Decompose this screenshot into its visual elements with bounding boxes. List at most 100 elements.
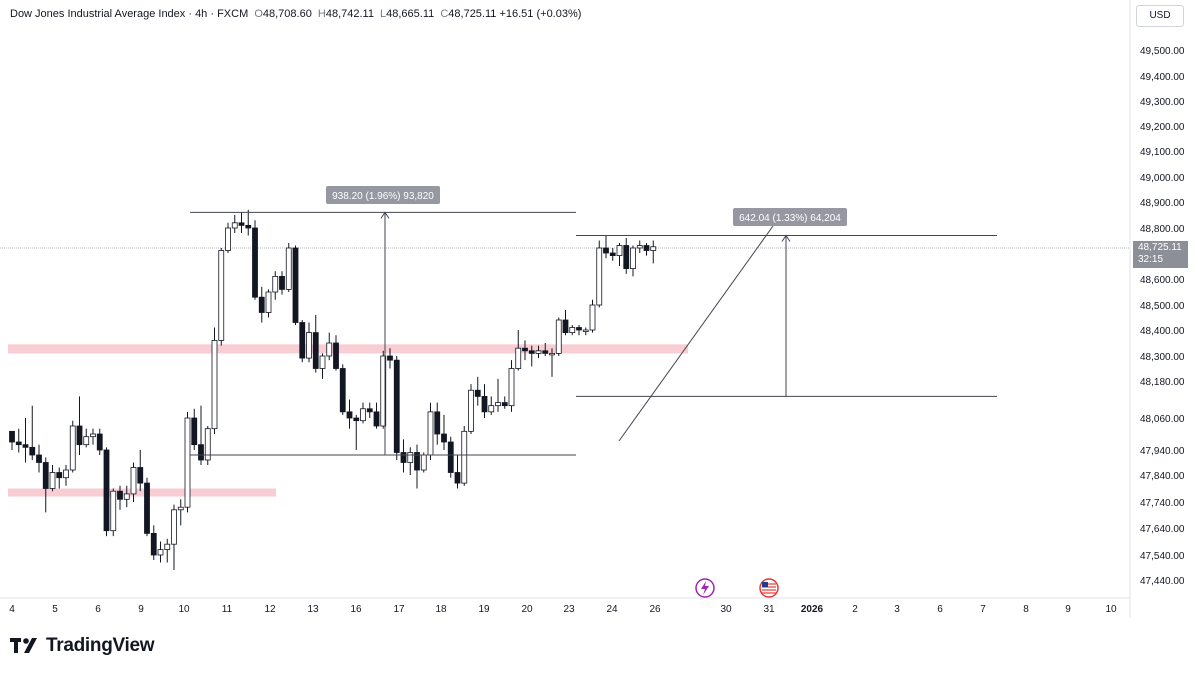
time-tick-label: 6 [95, 604, 101, 615]
candle-body [501, 402, 508, 407]
price-tick-label: 48,060.00 [1140, 414, 1185, 425]
candle-body [184, 417, 191, 508]
currency-button[interactable]: USD [1136, 5, 1184, 27]
measure-label-box [733, 208, 847, 226]
symbol-legend: Dow Jones Industrial Average Index · 4h … [10, 8, 581, 20]
price-tick-label: 48,300.00 [1140, 352, 1185, 363]
price-tick-label: 47,940.00 [1140, 446, 1185, 457]
candle-body [177, 506, 184, 511]
us-flag-event-icon [759, 578, 779, 598]
price-tick-label: 47,540.00 [1140, 551, 1185, 562]
candle-body [326, 342, 333, 357]
candle-body [576, 327, 582, 331]
candle-body [144, 482, 150, 534]
price-tick-label: 48,180.00 [1140, 377, 1185, 388]
time-tick-label: 20 [521, 604, 533, 615]
candle-body [454, 472, 461, 484]
tradingview-logo[interactable]: TradingView [10, 632, 155, 660]
measure-arrow-head [781, 234, 791, 242]
high-value: 48,742.11 [325, 8, 374, 20]
trend-line [618, 225, 774, 442]
candle-body [9, 430, 15, 443]
candle-body [636, 245, 643, 249]
candle-body [353, 417, 360, 422]
candle-body [231, 222, 238, 229]
measure-label-left: 938.20 (1.96%) 93,820 [332, 191, 434, 202]
time-tick-label: 18 [435, 604, 447, 615]
candle-body [427, 411, 434, 456]
candle-body [522, 347, 528, 352]
last-price-tag: 48,725.11 32:15 [1133, 241, 1188, 268]
candle-body [218, 250, 225, 341]
candle-body [225, 227, 231, 251]
price-tick-label: 48,600.00 [1140, 275, 1185, 286]
support-resistance-zone [8, 488, 276, 497]
price-tick-label: 49,300.00 [1140, 97, 1185, 108]
candle-body [306, 332, 312, 359]
candle-body [346, 411, 353, 419]
candle-body [191, 417, 198, 446]
bar-countdown: 32:15 [1138, 254, 1164, 265]
last-price-value: 48,725.11 [1138, 242, 1182, 253]
candle-body [609, 252, 616, 256]
candle-body [272, 275, 279, 293]
candle-body [643, 245, 650, 251]
candle-body [373, 411, 380, 427]
candle-body [312, 332, 319, 369]
candle-body [481, 396, 488, 413]
time-tick-label: 8 [1023, 604, 1029, 615]
candle-body [137, 467, 144, 484]
candle-body [211, 339, 218, 430]
time-tick-label: 9 [138, 604, 144, 615]
candle-body [56, 472, 63, 479]
price-tick-label: 49,500.00 [1140, 46, 1185, 57]
price-tick-label: 47,440.00 [1140, 576, 1185, 587]
candle-body [596, 247, 603, 306]
time-tick-label: 17 [393, 604, 405, 615]
open-label: O [254, 8, 263, 20]
tradingview-logo-icon [10, 638, 37, 653]
candle-body [252, 227, 258, 298]
price-tick-label: 49,100.00 [1140, 147, 1185, 158]
time-tick-label: 5 [52, 604, 58, 615]
candle-body [387, 355, 393, 361]
candle-body [258, 296, 265, 313]
time-tick-label: 23 [563, 604, 575, 615]
time-tick-label: 19 [478, 604, 490, 615]
candle-body [49, 472, 56, 489]
candle-body [589, 304, 596, 331]
change-value: +16.51 (+0.03%) [499, 8, 582, 20]
candle-body [90, 433, 96, 438]
measure-label-box [326, 186, 440, 204]
candle-body [42, 462, 49, 489]
open-value: 48,708.60 [262, 8, 312, 20]
time-tick-label: 26 [649, 604, 661, 615]
candle-body [292, 247, 299, 323]
candle-body [468, 389, 474, 432]
candle-body [103, 449, 110, 532]
measure-arrow-head [380, 211, 390, 219]
candle-body [582, 329, 589, 332]
candle-body [434, 411, 441, 435]
candle-body [623, 245, 630, 270]
flag-canton [762, 582, 768, 587]
candle-body [117, 490, 123, 500]
price-tick-label: 47,840.00 [1140, 471, 1185, 482]
candle-body [603, 247, 609, 254]
candle-body [569, 327, 576, 333]
lightning-bolt [701, 581, 709, 595]
price-tick-label: 49,000.00 [1140, 173, 1185, 184]
candle-body [76, 425, 83, 446]
high-label: H [317, 8, 326, 20]
candle-body [441, 433, 447, 443]
candle-body [63, 469, 69, 479]
candle-body [150, 533, 157, 556]
candle-body [562, 319, 569, 334]
price-tick-label: 49,200.00 [1140, 122, 1185, 133]
candle-body [414, 452, 420, 471]
candle-body [447, 441, 454, 473]
candle-body [319, 355, 326, 369]
candle-body [630, 247, 636, 270]
